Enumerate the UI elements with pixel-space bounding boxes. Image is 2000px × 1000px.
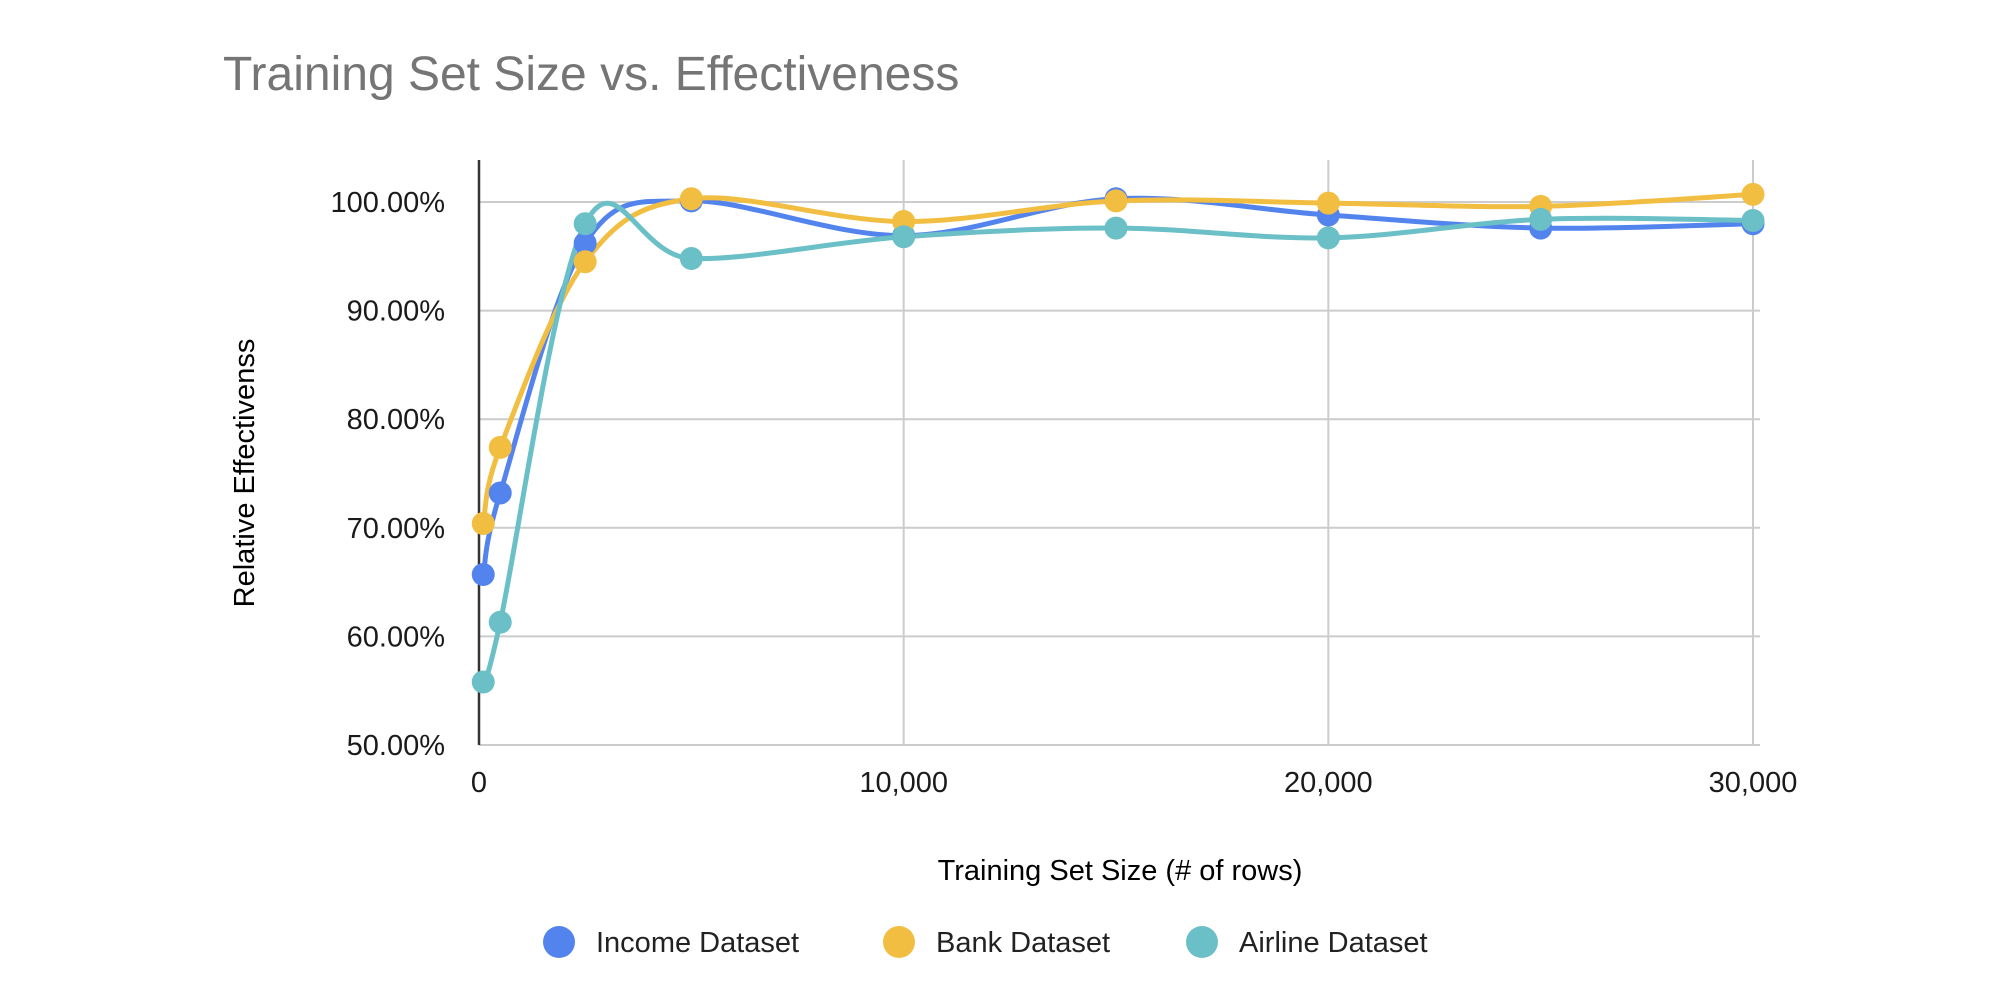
legend-item-bank-dataset: Bank Dataset bbox=[883, 926, 1110, 959]
data-point-bank-dataset bbox=[1316, 191, 1340, 215]
data-point-bank-dataset bbox=[488, 435, 512, 459]
data-point-income-dataset bbox=[488, 481, 512, 505]
legend-item-airline-dataset: Airline Dataset bbox=[1186, 926, 1428, 959]
x-tick-label: 20,000 bbox=[1284, 767, 1373, 799]
data-point-airline-dataset bbox=[1529, 207, 1553, 231]
chart-title: Training Set Size vs. Effectiveness bbox=[223, 48, 959, 101]
legend-label: Bank Dataset bbox=[936, 927, 1110, 959]
y-tick-label: 80.00% bbox=[347, 404, 445, 436]
data-point-income-dataset bbox=[573, 231, 597, 255]
data-point-airline-dataset bbox=[471, 670, 495, 694]
legend: Income Dataset Bank Dataset Airline Datase… bbox=[543, 926, 1428, 959]
y-tick-labels: 50.00% 60.00% 70.00% 80.00% 90.00% 100.00% bbox=[331, 187, 446, 762]
legend-marker bbox=[1186, 926, 1218, 958]
legend-label: Airline Dataset bbox=[1239, 927, 1428, 959]
y-tick-label: 70.00% bbox=[347, 513, 445, 545]
y-tick-label: 60.00% bbox=[347, 621, 445, 653]
y-axis-title: Relative Effectivenss bbox=[229, 339, 261, 608]
data-point-bank-dataset bbox=[1741, 182, 1765, 206]
legend-item-income-dataset: Income Dataset bbox=[543, 926, 799, 959]
data-point-airline-dataset bbox=[892, 225, 916, 249]
series-line-bank-dataset bbox=[480, 191, 1756, 526]
data-point-income-dataset bbox=[471, 562, 495, 586]
y-tick-label: 50.00% bbox=[347, 730, 445, 762]
data-point-airline-dataset bbox=[488, 610, 512, 634]
data-point-bank-dataset bbox=[1104, 189, 1128, 213]
x-gridlines bbox=[902, 160, 1754, 745]
series-line-airline-dataset bbox=[480, 200, 1756, 685]
data-point-bank-dataset bbox=[471, 511, 495, 535]
data-point-bank-dataset bbox=[573, 250, 597, 274]
data-point-airline-dataset bbox=[1741, 208, 1765, 232]
x-tick-label: 0 bbox=[471, 767, 487, 799]
x-tick-label: 30,000 bbox=[1709, 767, 1798, 799]
series-lines bbox=[480, 191, 1756, 685]
data-point-airline-dataset bbox=[1104, 216, 1128, 240]
y-tick-label: 100.00% bbox=[331, 187, 446, 219]
data-point-airline-dataset bbox=[1316, 226, 1340, 250]
y-gridlines bbox=[479, 201, 1760, 746]
data-point-bank-dataset bbox=[679, 187, 703, 211]
data-point-airline-dataset bbox=[679, 246, 703, 270]
x-tick-label: 10,000 bbox=[859, 767, 948, 799]
legend-label: Income Dataset bbox=[596, 927, 799, 959]
legend-marker bbox=[543, 926, 575, 958]
legend-marker bbox=[883, 926, 915, 958]
y-tick-label: 90.00% bbox=[347, 296, 445, 328]
x-axis-title: Training Set Size (# of rows) bbox=[938, 855, 1303, 887]
x-tick-labels: 0 10,000 20,000 30,000 bbox=[471, 767, 1797, 799]
data-point-airline-dataset bbox=[573, 212, 597, 236]
series-points bbox=[471, 182, 1765, 694]
